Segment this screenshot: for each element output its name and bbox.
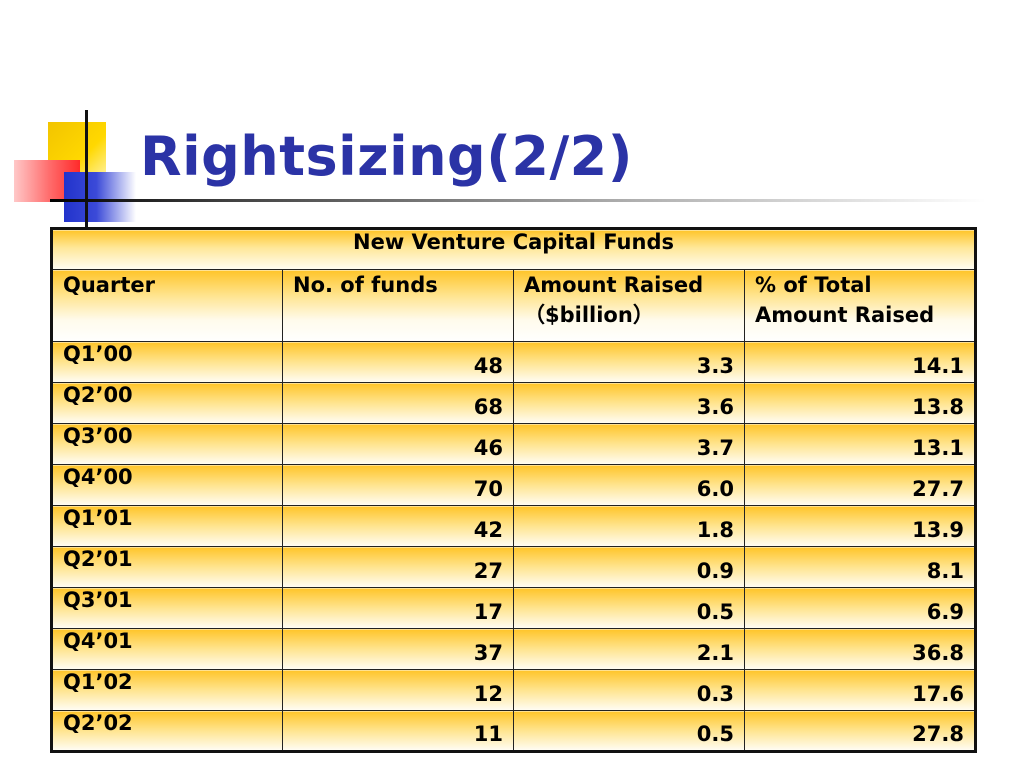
cell-funds: 42	[282, 505, 514, 547]
header-percent: % of Total Amount Raised	[744, 269, 976, 342]
header-quarter-line1: Quarter	[63, 273, 155, 297]
table-row: Q4’01 37 2.1 36.8	[51, 628, 976, 670]
cell-quarter: Q3’01	[51, 587, 283, 629]
cell-quarter: Q4’00	[51, 464, 283, 506]
table-row: Q2’02 11 0.5 27.8	[51, 710, 976, 752]
cell-amount: 0.5	[513, 710, 745, 752]
cell-quarter: Q4’01	[51, 628, 283, 670]
header-percent-line1: % of Total	[755, 273, 872, 297]
cell-funds: 11	[282, 710, 514, 752]
cell-percent: 27.8	[744, 710, 976, 752]
cell-funds: 70	[282, 464, 514, 506]
cell-quarter: Q1’01	[51, 505, 283, 547]
cell-amount: 0.3	[513, 669, 745, 711]
table-row: Q3’01 17 0.5 6.9	[51, 587, 976, 629]
slide-title: Rightsizing(2/2)	[140, 125, 633, 188]
cell-funds: 12	[282, 669, 514, 711]
cell-amount: 2.1	[513, 628, 745, 670]
cell-amount: 3.6	[513, 382, 745, 424]
cell-amount: 3.3	[513, 341, 745, 383]
cell-percent: 13.8	[744, 382, 976, 424]
cell-quarter: Q3’00	[51, 423, 283, 465]
cell-amount: 3.7	[513, 423, 745, 465]
table-row: Q4’00 70 6.0 27.7	[51, 464, 976, 506]
header-amount-line2: （$billion）	[524, 303, 654, 327]
header-quarter: Quarter	[51, 269, 283, 342]
cell-funds: 27	[282, 546, 514, 588]
cell-funds: 37	[282, 628, 514, 670]
cell-quarter: Q2’00	[51, 382, 283, 424]
table-row: Q1’01 42 1.8 13.9	[51, 505, 976, 547]
table-row: Q2’01 27 0.9 8.1	[51, 546, 976, 588]
logo-blue-bar	[64, 172, 136, 222]
cell-funds: 46	[282, 423, 514, 465]
venture-funds-table: New Venture Capital Funds Quarter No. of…	[50, 227, 977, 753]
cell-percent: 27.7	[744, 464, 976, 506]
header-amount: Amount Raised （$billion）	[513, 269, 745, 342]
cell-percent: 6.9	[744, 587, 976, 629]
cell-funds: 17	[282, 587, 514, 629]
cell-funds: 48	[282, 341, 514, 383]
cell-amount: 1.8	[513, 505, 745, 547]
header-amount-line1: Amount Raised	[524, 273, 704, 297]
cell-amount: 0.5	[513, 587, 745, 629]
cell-percent: 17.6	[744, 669, 976, 711]
cell-quarter: Q2’01	[51, 546, 283, 588]
cell-quarter: Q2’02	[51, 710, 283, 752]
table-row: Q1’02 12 0.3 17.6	[51, 669, 976, 711]
header-percent-line2: Amount Raised	[755, 303, 935, 327]
table-row: Q1’00 48 3.3 14.1	[51, 341, 976, 383]
cell-percent: 14.1	[744, 341, 976, 383]
cell-amount: 0.9	[513, 546, 745, 588]
table-row: Q2’00 68 3.6 13.8	[51, 382, 976, 424]
cell-amount: 6.0	[513, 464, 745, 506]
cell-percent: 36.8	[744, 628, 976, 670]
cell-funds: 68	[282, 382, 514, 424]
table-caption-row: New Venture Capital Funds	[51, 228, 976, 270]
cell-quarter: Q1’00	[51, 341, 283, 383]
logo-vertical-line	[85, 110, 88, 228]
header-funds: No. of funds	[282, 269, 514, 342]
cell-percent: 13.9	[744, 505, 976, 547]
header-funds-line1: No. of funds	[293, 273, 438, 297]
table-header-row: Quarter No. of funds Amount Raised （$bil…	[51, 269, 976, 342]
title-underline	[50, 199, 986, 202]
cell-quarter: Q1’02	[51, 669, 283, 711]
table-caption: New Venture Capital Funds	[51, 228, 976, 270]
cell-percent: 8.1	[744, 546, 976, 588]
cell-percent: 13.1	[744, 423, 976, 465]
table-row: Q3’00 46 3.7 13.1	[51, 423, 976, 465]
